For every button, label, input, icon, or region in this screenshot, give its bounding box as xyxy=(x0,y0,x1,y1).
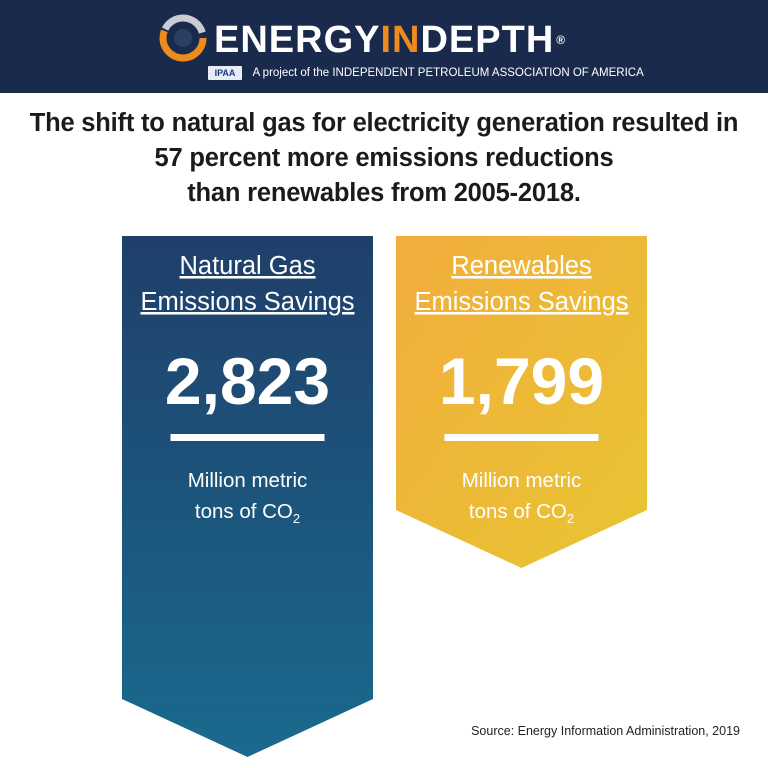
header-banner: ENERGYINDEPTH ® IPAA A project of the IND… xyxy=(0,0,768,93)
energy-in-depth-logo-icon xyxy=(159,14,207,62)
value-label-renewables: 1,799 xyxy=(439,344,604,418)
unit-label-renewables-line-2: tons of CO2 xyxy=(469,500,574,526)
brand-part-depth: DEPTH xyxy=(420,19,555,61)
category-label-renewables-line-1: Renewables xyxy=(451,252,591,280)
brand-part-energy: ENERGY xyxy=(214,19,381,61)
value-label-natural-gas: 2,823 xyxy=(165,344,330,418)
unit-label-natural-gas-line-1: Million metric xyxy=(188,469,308,492)
brand-wordmark: ENERGYINDEPTH ® xyxy=(214,18,566,62)
category-label-renewables-line-2: Emissions Savings xyxy=(415,288,629,316)
unit-label-renewables-line-1: Million metric xyxy=(462,469,582,492)
headline-line-3: than renewables from 2005-2018. xyxy=(187,179,581,207)
category-label-natural-gas-line-2: Emissions Savings xyxy=(141,288,355,316)
headline: The shift to natural gas for electricity… xyxy=(0,106,768,211)
trademark-symbol: ® xyxy=(556,33,567,47)
source-note: Source: Energy Information Administratio… xyxy=(471,724,740,738)
category-label-natural-gas-line-1: Natural Gas xyxy=(179,252,315,280)
bar-renewables xyxy=(396,236,647,569)
divider-renewables xyxy=(444,434,599,441)
unit-label-natural-gas-line-2: tons of CO2 xyxy=(195,500,300,526)
headline-line-2: 57 percent more emissions reductions xyxy=(154,144,614,172)
tagline-row: IPAA A project of the INDEPENDENT PETROL… xyxy=(208,64,644,80)
divider-natural-gas xyxy=(170,434,325,441)
brand-part-in: IN xyxy=(380,19,421,61)
headline-line-1: The shift to natural gas for electricity… xyxy=(29,109,739,137)
bar-natural-gas xyxy=(122,236,373,757)
tagline-text: A project of the INDEPENDENT PETROLEUM A… xyxy=(252,66,644,79)
ipaa-logo-icon: IPAA xyxy=(208,65,242,80)
